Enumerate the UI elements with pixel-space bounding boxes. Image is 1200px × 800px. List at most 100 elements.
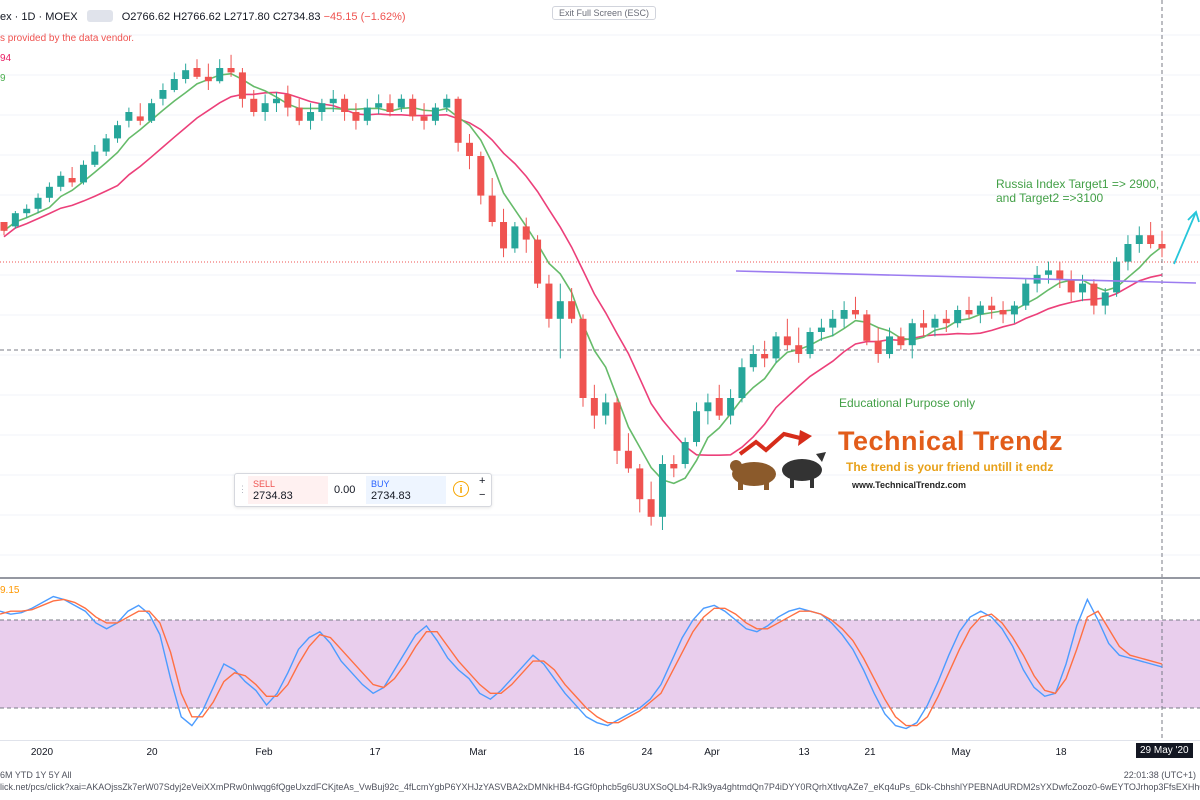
candle-down: [1090, 283, 1098, 306]
symbol-label[interactable]: ex · 1D · MOEX: [0, 11, 78, 23]
sell-price: 2734.83: [253, 490, 293, 502]
candle-up: [954, 310, 962, 324]
neckline-trendline[interactable]: [735, 270, 1197, 284]
decrease-button[interactable]: −: [479, 489, 486, 501]
candle-down: [454, 98, 462, 143]
candle-down: [477, 156, 485, 196]
logo-brand: Technical Trendz: [838, 426, 1064, 456]
candle-up: [931, 318, 939, 328]
candle-up: [602, 402, 610, 416]
candle-up: [772, 336, 780, 359]
range-buttons[interactable]: 6M YTD 1Y 5Y All: [0, 770, 72, 780]
target-annotation-line1[interactable]: Russia Index Target1 => 2900,: [996, 177, 1160, 191]
clock[interactable]: 22:01:38 (UTC+1): [1123, 770, 1196, 780]
target-arrow[interactable]: [1173, 211, 1197, 265]
candle-up: [1022, 283, 1030, 306]
candle-down: [920, 323, 928, 328]
candle-down: [238, 72, 246, 99]
candle-up: [159, 90, 167, 99]
logo-tagline: The trend is your friend untill it endz: [846, 460, 1054, 474]
candle-down: [670, 464, 678, 469]
x-tick: Apr: [704, 747, 720, 758]
candle-up: [114, 125, 122, 139]
candle-down: [568, 301, 576, 319]
buy-price: 2734.83: [371, 490, 411, 502]
x-tick: 16: [573, 747, 585, 758]
candle-down: [1158, 244, 1166, 249]
candle-down: [465, 142, 473, 156]
target-arrow-head: [1187, 210, 1200, 223]
sell-button[interactable]: SELL 2734.83: [248, 476, 328, 504]
candle-down: [409, 98, 417, 117]
candle-down: [715, 398, 723, 416]
candle-down: [783, 336, 791, 346]
x-tick: 13: [798, 747, 810, 758]
drag-handle-icon[interactable]: ⋮: [238, 484, 247, 494]
candle-up: [693, 411, 701, 442]
info-icon[interactable]: i: [453, 481, 469, 497]
pane-separator[interactable]: [0, 577, 1200, 579]
candle-up: [102, 138, 110, 152]
candle-up: [840, 310, 848, 319]
candle-down: [284, 94, 292, 108]
candle-down: [1056, 270, 1064, 280]
x-tick: 21: [864, 747, 876, 758]
buy-button[interactable]: BUY 2734.83: [366, 476, 446, 504]
candle-down: [352, 112, 360, 121]
logo-url: www.TechnicalTrendz.com: [852, 480, 967, 490]
candle-up: [704, 402, 712, 412]
candle-up: [79, 164, 87, 183]
time-axis[interactable]: 2020 20 Feb 17 Mar 16 24 Apr 13 21 May 1…: [0, 740, 1200, 765]
candle-down: [545, 283, 553, 319]
candle-down: [534, 239, 542, 284]
candle-down: [420, 116, 428, 121]
symbol-header: ex · 1D · MOEX O2766.62 H2766.62 L2717.8…: [0, 10, 406, 23]
candle-up: [727, 398, 735, 416]
candle-up: [1124, 244, 1132, 262]
educational-note[interactable]: Educational Purpose only: [839, 396, 976, 410]
candle-up: [431, 107, 439, 121]
visibility-toggle-icon[interactable]: [86, 10, 113, 22]
oscillator-value: 9.15: [0, 585, 20, 596]
increase-button[interactable]: +: [479, 475, 486, 487]
candle-up: [1135, 235, 1143, 244]
candle-up: [681, 442, 689, 464]
candle-down: [579, 318, 587, 398]
x-tick: 20: [146, 747, 158, 758]
candle-up: [261, 103, 269, 112]
candle-down: [590, 398, 598, 416]
candle-down: [1067, 279, 1075, 293]
target-annotation-line2[interactable]: and Target2 =>3100: [996, 191, 1104, 205]
candle-down: [136, 116, 144, 121]
exit-fullscreen-button[interactable]: Exit Full Screen (ESC): [552, 6, 657, 20]
status-bar: 6M YTD 1Y 5Y All 22:01:38 (UTC+1) lick.n…: [0, 764, 1200, 800]
candle-up: [829, 318, 837, 328]
candle-down: [500, 222, 508, 249]
cursor-date-label: 29 May '20: [1136, 743, 1193, 758]
x-tick: May: [951, 747, 971, 758]
candle-down: [942, 318, 950, 324]
candle-down: [613, 402, 621, 451]
ma-slow-line: [3, 91, 1163, 457]
candle-down: [341, 98, 349, 112]
price-chart[interactable]: [0, 0, 1200, 580]
ma-fast-label[interactable]: 9: [0, 73, 6, 84]
candle-up: [886, 336, 894, 354]
x-tick: 18: [1055, 747, 1067, 758]
x-tick: 24: [641, 747, 653, 758]
ma-slow-label[interactable]: 94: [0, 53, 12, 64]
candle-up: [182, 70, 190, 79]
candle-down: [68, 178, 76, 183]
candle-down: [795, 345, 803, 354]
status-url: lick.net/pcs/click?xai=AKAOjssZk7erW07Sd…: [0, 782, 1200, 792]
x-tick: Mar: [469, 747, 487, 758]
oscillator-chart[interactable]: [0, 580, 1200, 740]
x-tick: 17: [369, 747, 381, 758]
candle-down: [488, 195, 496, 222]
candle-down: [522, 226, 530, 240]
candle-up: [443, 98, 451, 108]
osc-d-line: [0, 598, 1163, 727]
x-tick: 2020: [30, 747, 54, 758]
oscillator-band: [0, 620, 1200, 708]
candle-down: [988, 305, 996, 310]
